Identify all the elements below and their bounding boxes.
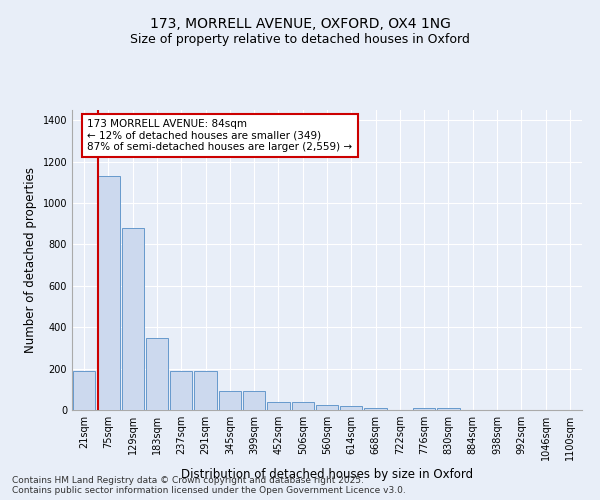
- Bar: [218, 392, 241, 410]
- Bar: [413, 408, 436, 410]
- Bar: [364, 408, 387, 410]
- X-axis label: Distribution of detached houses by size in Oxford: Distribution of detached houses by size …: [181, 468, 473, 481]
- Text: Contains public sector information licensed under the Open Government Licence v3: Contains public sector information licen…: [12, 486, 406, 495]
- Bar: [73, 370, 95, 410]
- Bar: [97, 176, 119, 410]
- Bar: [194, 370, 217, 410]
- Bar: [267, 402, 290, 410]
- Text: Size of property relative to detached houses in Oxford: Size of property relative to detached ho…: [130, 32, 470, 46]
- Bar: [316, 405, 338, 410]
- Bar: [122, 228, 144, 410]
- Y-axis label: Number of detached properties: Number of detached properties: [24, 167, 37, 353]
- Bar: [146, 338, 168, 410]
- Text: Contains HM Land Registry data © Crown copyright and database right 2025.: Contains HM Land Registry data © Crown c…: [12, 476, 364, 485]
- Bar: [340, 406, 362, 410]
- Bar: [292, 402, 314, 410]
- Text: 173 MORRELL AVENUE: 84sqm
← 12% of detached houses are smaller (349)
87% of semi: 173 MORRELL AVENUE: 84sqm ← 12% of detac…: [88, 119, 352, 152]
- Text: 173, MORRELL AVENUE, OXFORD, OX4 1NG: 173, MORRELL AVENUE, OXFORD, OX4 1NG: [149, 18, 451, 32]
- Bar: [437, 408, 460, 410]
- Bar: [243, 392, 265, 410]
- Bar: [170, 370, 193, 410]
